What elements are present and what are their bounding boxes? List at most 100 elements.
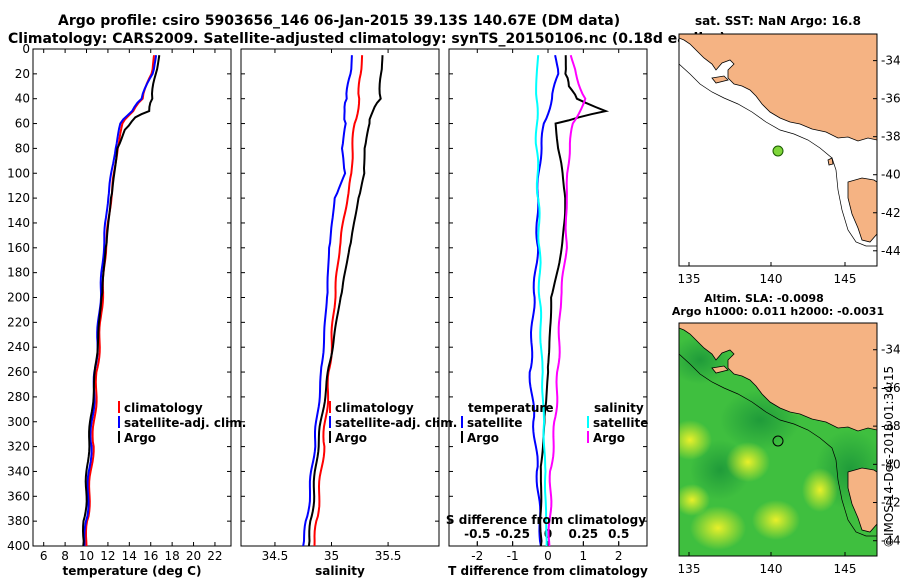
x-tick-label: 0 <box>544 549 552 563</box>
legend-s-argo: Argo <box>593 431 625 445</box>
shelf-break-line <box>679 63 877 247</box>
temperature-plot: 6 8 10 12 14 16 18 20 22 <box>33 48 231 563</box>
figure-title-line1: Argo profile: csiro 5903656_146 06-Jan-2… <box>58 13 620 29</box>
temperature-legend: climatology satellite-adj. clim. Argo <box>118 401 246 445</box>
depth-tick-label: 140 <box>7 216 30 230</box>
lat-tick-label: -40 <box>881 168 900 182</box>
depth-tick-label: 360 <box>7 489 30 503</box>
x-tick-label: 34.5 <box>262 549 289 563</box>
series-line-t-argo <box>539 55 610 547</box>
series-line-s-argo <box>547 54 587 547</box>
depth-tick-label: 300 <box>7 415 30 429</box>
legend-t-argo: Argo <box>467 431 499 445</box>
difference-top-xlabel: S difference from climatology <box>446 513 646 527</box>
land-kangaroo-island <box>711 75 729 84</box>
sst-map <box>679 34 877 266</box>
lon-tick-label: 140 <box>760 562 783 576</box>
sla-map <box>679 323 877 556</box>
x-tick-label: 8 <box>61 549 69 563</box>
series-line-climatology <box>313 55 364 547</box>
s-diff-tick-label: 0.25 <box>569 527 599 541</box>
sst-map-title: sat. SST: NaN Argo: 16.8 <box>695 14 861 28</box>
legend-climatology: climatology <box>124 401 203 415</box>
depth-tick-label: 320 <box>7 440 30 454</box>
difference-legend: temperature satellite Argo salinity sate… <box>461 401 648 445</box>
lat-tick-label: -42 <box>881 496 900 510</box>
s-diff-tick-label: -0.25 <box>495 527 530 541</box>
lat-tick-label: -44 <box>881 534 900 548</box>
depth-tick-label: 0 <box>22 42 30 56</box>
legend-temperature-heading: temperature <box>468 401 553 415</box>
temperature-xlabel: temperature (deg C) <box>63 564 202 578</box>
x-tick-label: 35 <box>324 549 339 563</box>
depth-tick-label: 200 <box>7 291 30 305</box>
land-king-island <box>827 157 834 166</box>
x-tick-label: 2 <box>615 549 623 563</box>
depth-tick-label: 220 <box>7 315 30 329</box>
lat-tick-label: -42 <box>881 206 900 220</box>
lat-tick-label: -40 <box>881 457 900 471</box>
salinity-legend: climatology satellite-adj. clim. Argo <box>329 401 457 445</box>
series-line-satellite-adj-clim- <box>83 55 158 546</box>
depth-tick-label: 260 <box>7 365 30 379</box>
legend-satellite-adj: satellite-adj. clim. <box>335 416 457 430</box>
sla-map-frame <box>678 322 878 557</box>
series-line-t-satellite <box>528 54 560 547</box>
series-line-argo <box>307 55 384 547</box>
depth-tick-label: 400 <box>7 539 30 553</box>
s-diff-tick-label: 0.5 <box>608 527 629 541</box>
x-tick-label: 35.5 <box>375 549 402 563</box>
lon-tick-label: 145 <box>834 562 857 576</box>
depth-tick-label: 340 <box>7 464 30 478</box>
x-tick-label: 10 <box>79 549 94 563</box>
difference-panel <box>448 48 648 547</box>
sst-float-marker <box>772 145 784 157</box>
salinity-xlabel: salinity <box>315 564 365 578</box>
difference-plot: -2 -1 0 1 2-0.5 -0.25 0 0.25 0.5 <box>449 48 647 563</box>
legend-s-satellite: satellite <box>593 416 648 430</box>
s-diff-tick-label: -0.5 <box>464 527 490 541</box>
series-line-climatology <box>85 55 155 547</box>
lat-tick-label: -36 <box>881 92 900 106</box>
salinity-plot: 34.5 35 35.5 <box>241 48 439 563</box>
lon-tick-label: 135 <box>678 272 701 286</box>
land-kangaroo-island <box>711 365 729 374</box>
x-tick-label: 18 <box>164 549 179 563</box>
sst-map-frame <box>678 33 878 267</box>
land-tasmania <box>847 177 877 243</box>
lat-tick-label: -44 <box>881 244 900 258</box>
series-line-s-satellite <box>534 55 548 547</box>
depth-axis: 0 20 40 60 80 100 120 140 160 180 200 220 240 260 280 3… <box>7 42 30 553</box>
depth-tick-label: 180 <box>7 266 30 280</box>
x-tick-label: -2 <box>471 549 483 563</box>
x-tick-label: 22 <box>207 549 222 563</box>
lat-tick-label: -36 <box>881 381 900 395</box>
difference-xlabel: T difference from climatology <box>448 564 648 578</box>
sla-float-marker <box>772 435 784 447</box>
lat-tick-label: -38 <box>881 130 900 144</box>
depth-tick-label: 20 <box>15 67 30 81</box>
lon-tick-label: 135 <box>678 562 701 576</box>
x-tick-label: 20 <box>186 549 201 563</box>
legend-climatology: climatology <box>335 401 414 415</box>
series-line-argo <box>81 55 161 547</box>
imos-credit: ©IMOS 14-Dec-2018 01:34:15 <box>882 366 896 548</box>
depth-tick-label: 160 <box>7 241 30 255</box>
sla-map-title1: Altim. SLA: -0.0098 <box>704 292 824 305</box>
x-tick-label: 6 <box>40 549 48 563</box>
legend-argo: Argo <box>124 431 156 445</box>
depth-tick-label: 380 <box>7 514 30 528</box>
sla-map-title2: Argo h1000: 0.011 h2000: -0.0031 <box>672 305 884 318</box>
x-tick-label: 1 <box>580 549 588 563</box>
shelf-break-line <box>679 353 877 537</box>
legend-salinity-heading: salinity <box>594 401 644 415</box>
series-line-satellite-adj-clim- <box>302 55 353 547</box>
land-mainland <box>679 323 877 432</box>
lat-tick-label: -34 <box>881 343 900 357</box>
x-tick-label: 14 <box>122 549 137 563</box>
sla-map-axes: -34 -36 -38 -40 -42 -44 135 140 145 <box>678 343 900 576</box>
depth-tick-label: 40 <box>15 92 30 106</box>
lat-tick-label: -34 <box>881 54 900 68</box>
depth-tick-label: 280 <box>7 390 30 404</box>
